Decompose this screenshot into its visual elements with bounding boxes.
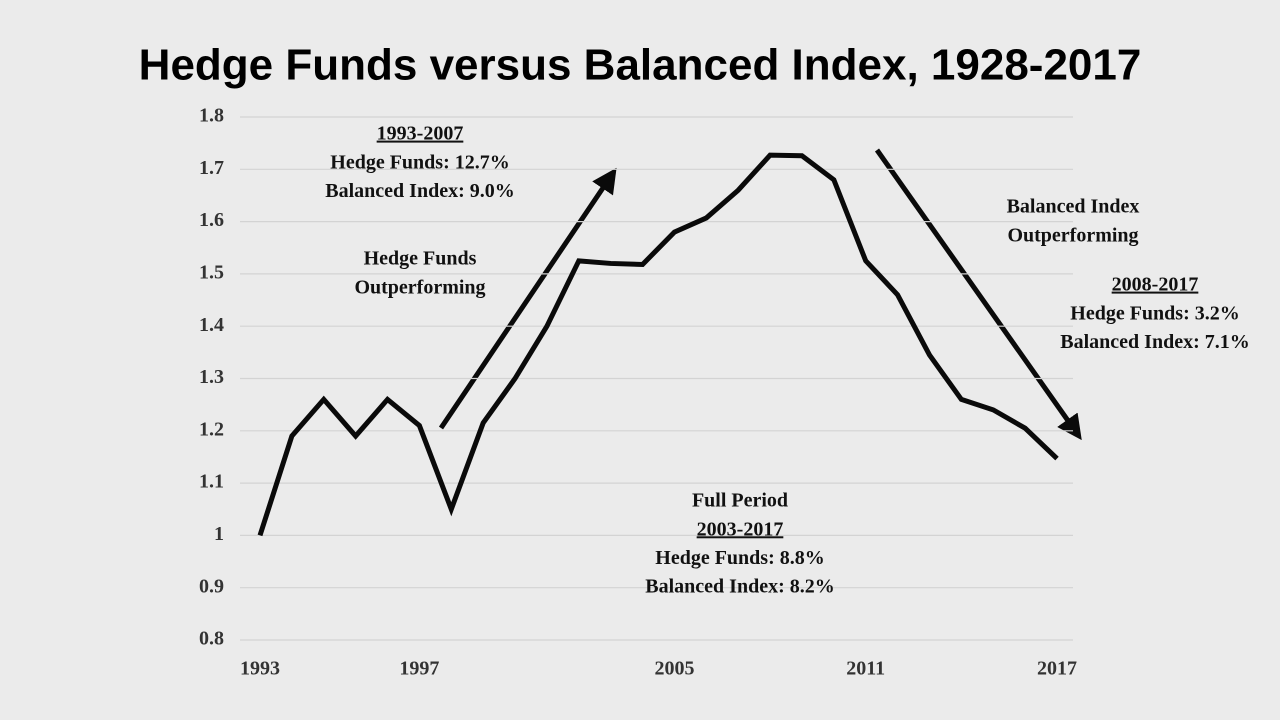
x-tick-label: 2005 [654, 658, 694, 680]
annotation: 1993-2007 [377, 123, 464, 145]
annotation: 2003-2017 [697, 518, 784, 540]
arrow-down [874, 148, 1082, 441]
x-tick-label: 1997 [399, 658, 439, 680]
x-tick-label: 2017 [1037, 658, 1077, 680]
annotation: Hedge Funds: 12.7% [330, 151, 509, 173]
annotation: Balanced Index [1007, 196, 1140, 218]
annotation: Outperforming [1007, 224, 1138, 246]
y-tick-label: 0.9 [199, 575, 224, 597]
x-tick-label: 2011 [846, 658, 885, 680]
annotation: Balanced Index: 7.1% [1060, 331, 1249, 353]
chart-title: Hedge Funds versus Balanced Index, 1928-… [139, 41, 1142, 90]
data-line [257, 152, 1059, 537]
annotation: Balanced Index: 8.2% [645, 576, 834, 598]
annotation: Hedge Funds: 3.2% [1070, 302, 1239, 324]
annotation: Full Period [692, 490, 788, 512]
y-tick-label: 1.7 [199, 157, 224, 179]
x-tick-label: 1993 [240, 658, 280, 680]
y-tick-label: 1.1 [199, 471, 224, 493]
y-tick-label: 1.6 [199, 209, 224, 231]
annotation: Hedge Funds [364, 248, 477, 270]
annotation: Hedge Funds: 8.8% [655, 547, 824, 569]
annotation: Outperforming [354, 276, 485, 298]
y-tick-label: 0.8 [199, 628, 224, 650]
arrow-up [438, 167, 617, 430]
annotation: 2008-2017 [1112, 274, 1199, 296]
y-tick-label: 1.3 [199, 366, 224, 388]
y-tick-label: 1.2 [199, 418, 224, 440]
y-tick-label: 1.4 [199, 314, 224, 336]
y-tick-label: 1.8 [199, 105, 224, 127]
annotation: Balanced Index: 9.0% [325, 180, 514, 202]
y-tick-label: 1 [214, 523, 224, 545]
y-tick-label: 1.5 [199, 261, 224, 283]
